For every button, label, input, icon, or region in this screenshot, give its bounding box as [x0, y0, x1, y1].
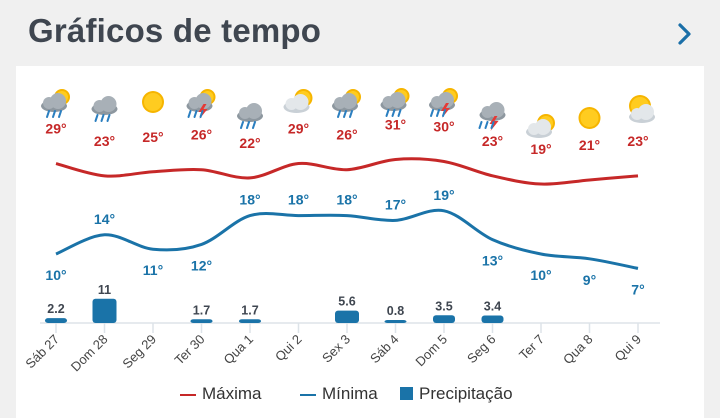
min-temp-label: 11° [143, 262, 163, 278]
x-tick-label: Dom 5 [412, 332, 450, 370]
x-tick-label: Qua 1 [220, 332, 256, 368]
legend-item: Precipitação [400, 384, 513, 410]
min-temp-line [55, 208, 639, 270]
max-temp-label: 31° [385, 116, 406, 132]
x-tick-label: Qua 8 [560, 332, 596, 368]
min-temp-label: 17° [385, 196, 406, 212]
x-tick-label: Seg 6 [464, 332, 499, 367]
max-temp-label: 21° [579, 137, 600, 153]
sun-storm-icon [186, 89, 216, 119]
cloud-storm-icon [478, 102, 506, 131]
min-temp-label: 13° [482, 253, 503, 269]
precip-label: 3.4 [484, 300, 501, 314]
precip-bar [239, 319, 261, 323]
cloud-rain-icon [91, 96, 118, 122]
sun-storm-icon [429, 88, 458, 118]
precip-label: 0.8 [387, 304, 404, 318]
precip-bar [481, 315, 504, 323]
legend-square-swatch [400, 387, 413, 401]
max-temp-label: 29° [288, 121, 309, 137]
precip-bar [45, 318, 67, 323]
legend-line-swatch [180, 393, 196, 396]
chevron-right-icon[interactable] [672, 18, 700, 50]
x-tick-label: Ter 30 [171, 332, 207, 368]
x-tick-label: Qui 9 [612, 332, 645, 365]
max-temp-label: 25° [142, 129, 163, 145]
min-temp-label: 9° [583, 272, 596, 288]
cloud-rain-icon [237, 103, 263, 129]
legend-item: Máxima [180, 384, 262, 410]
max-temp-label: 23° [94, 133, 115, 149]
legend-label: Mínima [322, 384, 378, 403]
precip-bar [92, 298, 117, 323]
max-temp-label: 26° [336, 127, 357, 143]
legend-line-swatch [300, 393, 316, 396]
x-tick-label: Sáb 4 [367, 332, 402, 367]
x-tick-label: Sex 3 [319, 332, 353, 366]
precip-label: 11 [98, 283, 111, 297]
x-tick-label: Sáb 27 [22, 332, 62, 372]
min-temp-label: 10° [45, 267, 66, 283]
x-tick-label: Dom 28 [68, 332, 111, 375]
precip-label: 2.2 [47, 302, 64, 316]
sun-icon [578, 107, 601, 129]
precip-bar [384, 320, 407, 323]
cloud-sun-rain-icon [41, 89, 70, 118]
precip-label: 5.6 [338, 295, 355, 309]
precip-label: 1.7 [241, 303, 258, 317]
min-temp-label: 14° [94, 211, 115, 227]
precip-bar [433, 315, 455, 323]
precip-bar [190, 319, 213, 323]
page-title: Gráficos de tempo [28, 12, 322, 49]
cloud-sun-icon [526, 114, 555, 138]
max-temp-label: 22° [239, 135, 260, 151]
legend-item: Mínima [300, 384, 378, 410]
min-temp-label: 19° [433, 187, 454, 203]
min-temp-label: 18° [239, 192, 260, 208]
max-temp-label: 19° [530, 141, 551, 157]
min-temp-label: 12° [191, 257, 212, 273]
cloud-sun-rain-icon [380, 88, 410, 117]
max-temp-label: 26° [191, 127, 212, 143]
max-temp-label: 23° [627, 133, 648, 149]
x-tick-label: Qui 2 [272, 332, 305, 365]
sun-cloud-icon [629, 95, 655, 123]
precip-label: 1.7 [193, 303, 210, 317]
max-temp-label: 29° [45, 121, 66, 137]
legend-label: Precipitação [419, 384, 513, 403]
sun-icon [142, 91, 164, 113]
min-temp-label: 10° [530, 267, 551, 283]
header: Gráficos de tempo [0, 0, 720, 66]
x-tick-label: Ter 7 [516, 332, 547, 363]
min-temp-label: 7° [631, 281, 644, 297]
max-temp-label: 23° [482, 133, 503, 149]
min-temp-label: 18° [288, 192, 309, 208]
precip-bar [335, 310, 359, 323]
max-temp-label: 30° [433, 119, 454, 135]
max-temp-line [55, 157, 639, 186]
x-tick-label: Seg 29 [119, 332, 159, 372]
precip-label: 3.5 [435, 299, 452, 313]
cloud-sun-rain-icon [332, 89, 361, 118]
min-temp-label: 18° [336, 192, 357, 208]
legend-label: Máxima [202, 384, 262, 403]
cloud-sun-icon [283, 89, 313, 113]
